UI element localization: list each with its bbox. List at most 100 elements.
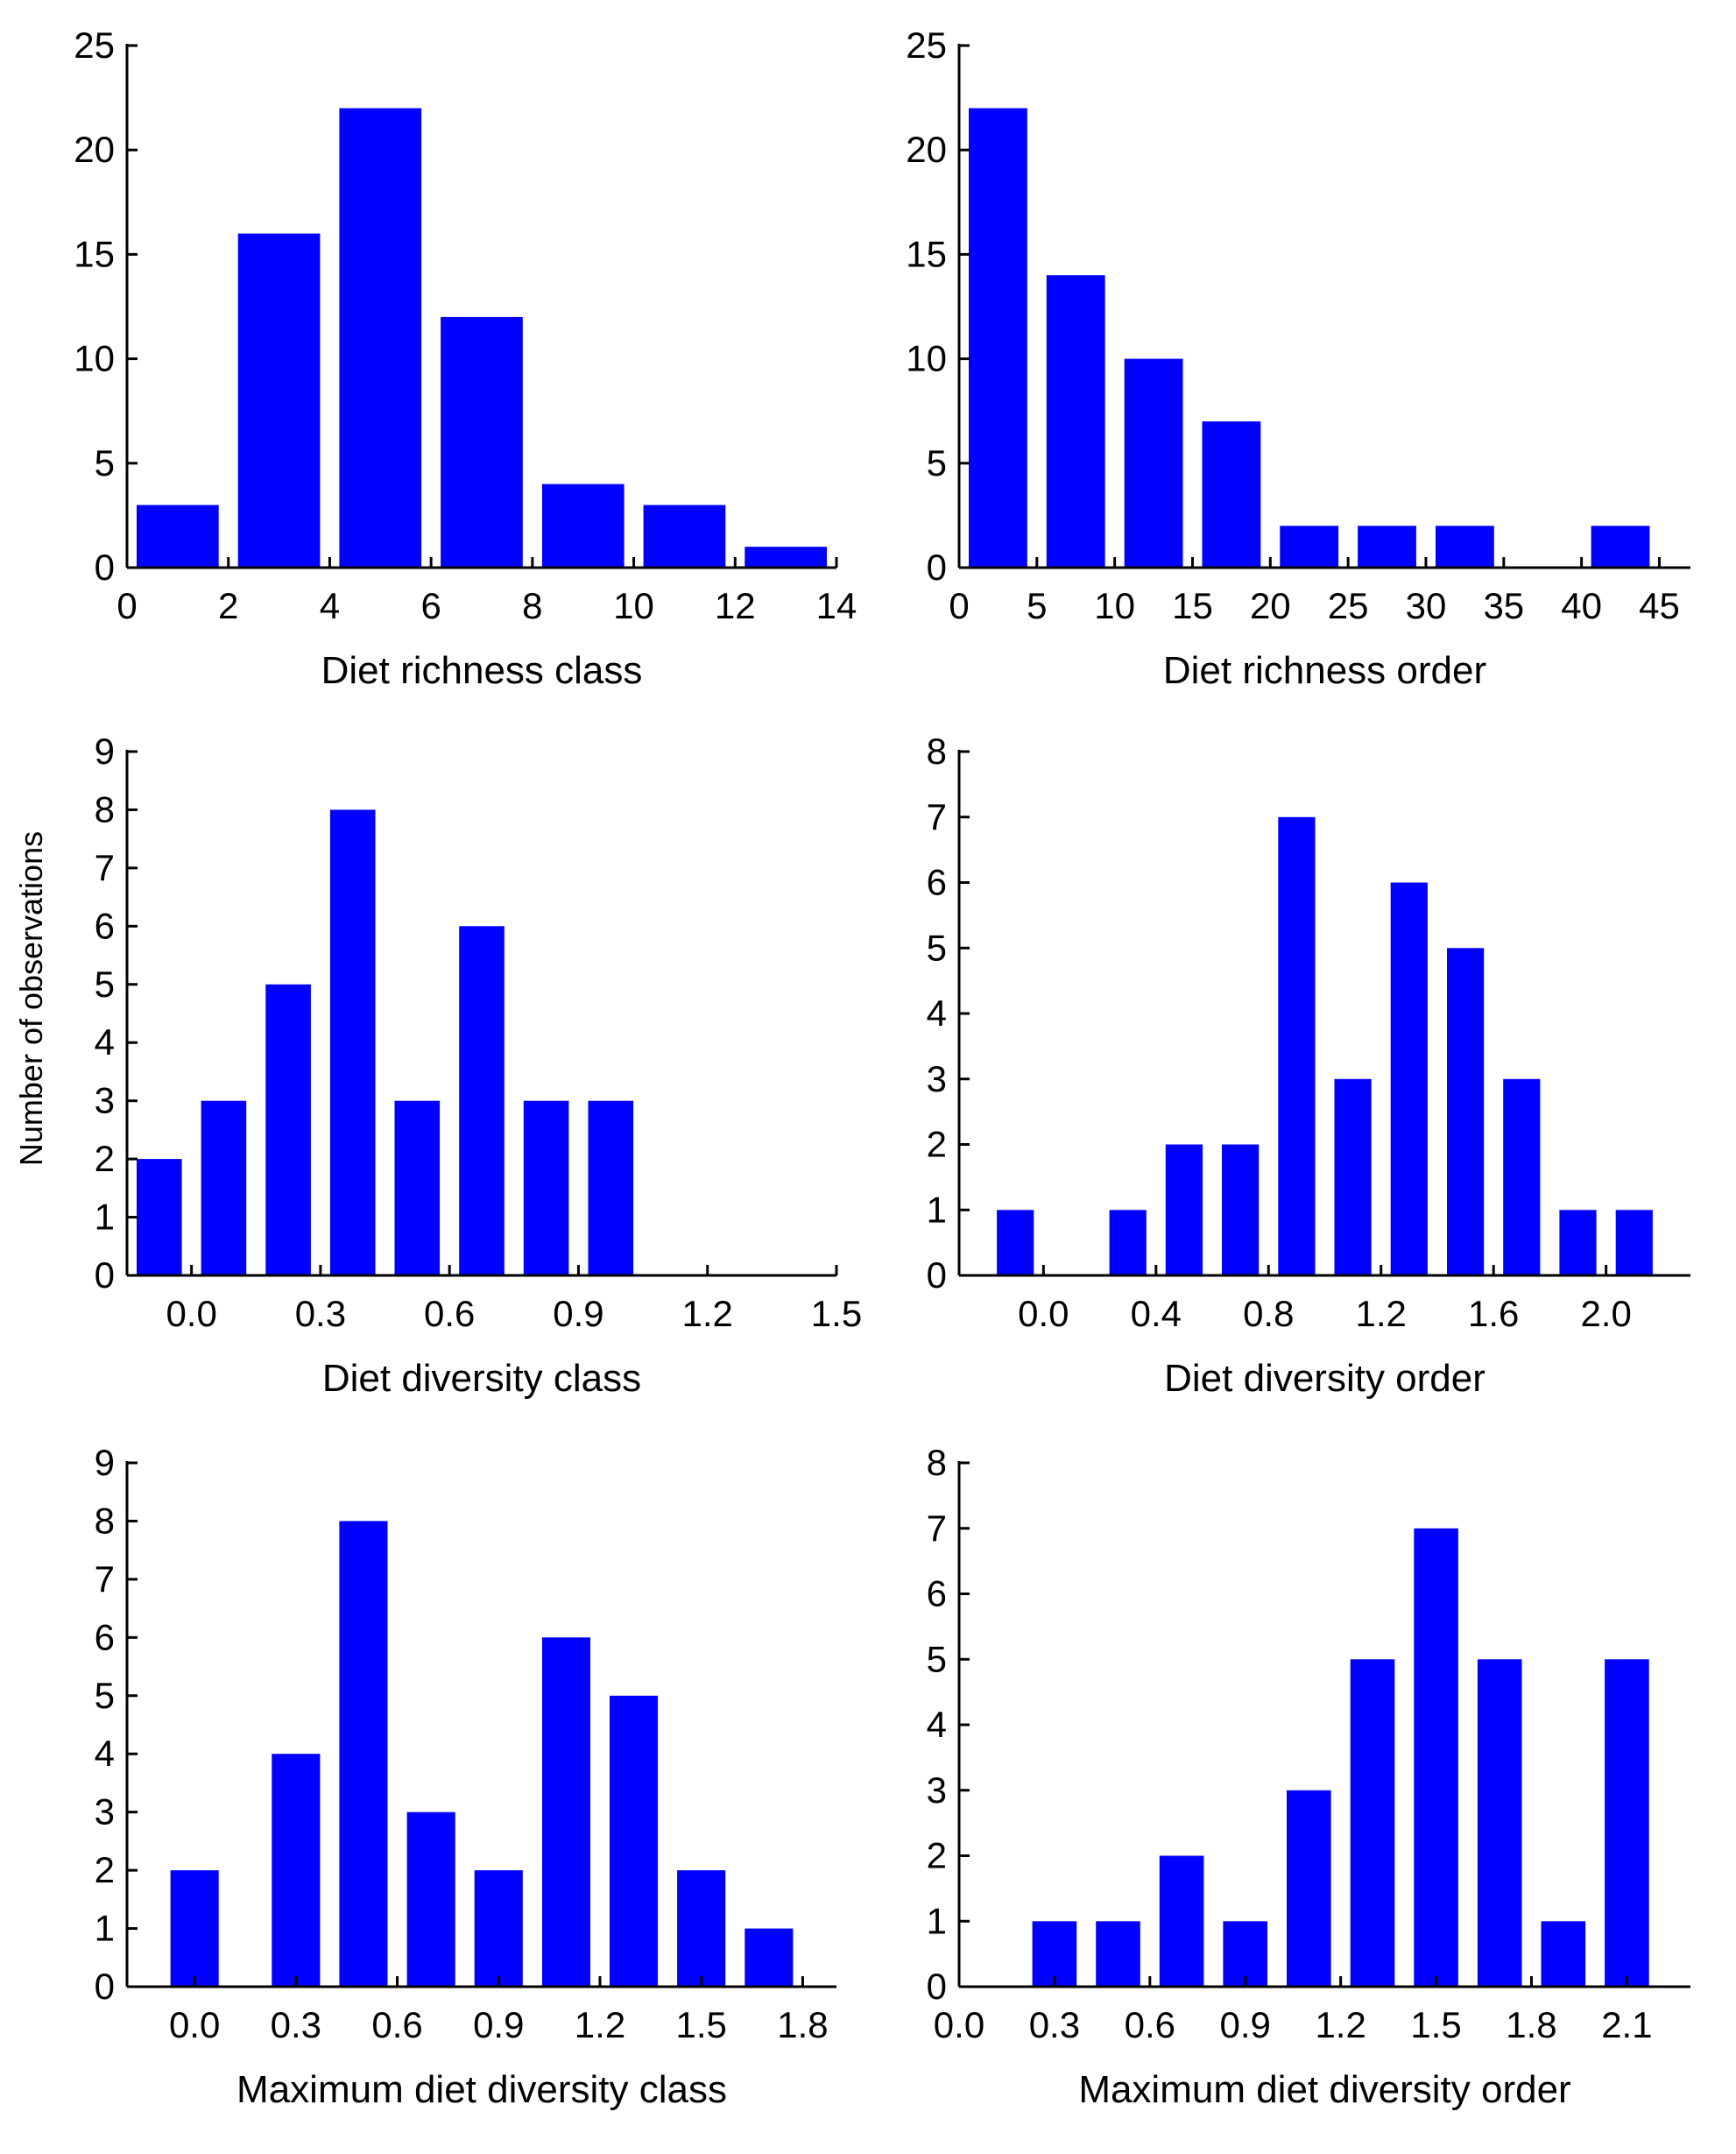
y-tick-label: 5	[927, 1638, 947, 1679]
y-tick-label: 6	[95, 1616, 115, 1657]
chart-panel-6: 0 1 2 3 4 5 6 7 8 0.0 0.3 0.6 0.9 1.2 1.5 1.8 2.1 Maximum…	[927, 1442, 1690, 2111]
x-tick-label: 0.9	[473, 2004, 524, 2045]
x-tick-label: 0.0	[169, 2004, 220, 2045]
x-tick-label: 0.6	[1125, 2004, 1175, 2045]
x-tick-label: 20	[1250, 585, 1291, 626]
y-tick-label: 0	[95, 547, 115, 588]
x-tick-label: 1.8	[777, 2004, 828, 2045]
bar	[677, 1870, 726, 1987]
bar	[170, 1870, 219, 1987]
bar	[1032, 1921, 1077, 1988]
y-tick-label: 0	[927, 547, 947, 588]
chart-panel-2: 0 5 10 15 20 25 0 5 10 15 20 25 30 35 40 45 Diet richnes…	[906, 25, 1690, 692]
bar	[137, 505, 219, 568]
y-tick-label: 15	[906, 233, 947, 274]
x-tick-label: 0.9	[1220, 2004, 1271, 2045]
y-tick-label: 0	[927, 1966, 947, 2007]
bar	[1591, 526, 1650, 568]
bar	[406, 1811, 455, 1987]
bar	[394, 1100, 441, 1275]
y-tick-label: 20	[906, 129, 947, 170]
y-tick-label: 5	[95, 442, 115, 484]
x-tick-label: 1.2	[575, 2004, 625, 2045]
x-tick-label: 8	[522, 585, 542, 626]
bar	[1278, 816, 1316, 1276]
y-tick-label: 7	[95, 1558, 115, 1600]
x-tick-label: 0	[949, 585, 969, 626]
x-tick-label: 1.2	[682, 1293, 733, 1334]
x-tick-label: 0.3	[1029, 2004, 1080, 2045]
y-tick-label: 1	[927, 1189, 947, 1230]
bar	[1477, 1659, 1522, 1988]
shared-y-axis-label: Number of observations	[13, 831, 49, 1166]
y-tick-label: 2	[927, 1835, 947, 1876]
bar	[1223, 1921, 1267, 1988]
y-tick-label: 10	[74, 338, 115, 379]
bar	[265, 984, 311, 1275]
bar	[1334, 1078, 1372, 1276]
bar	[745, 1928, 794, 1987]
bar	[272, 1754, 321, 1987]
x-axis-label: Diet diversity class	[322, 1357, 641, 1400]
chart-panel-4: 0 1 2 3 4 5 6 7 8 0.0 0.4 0.8 1.2 1.6 2.0 Diet diversit…	[927, 731, 1690, 1400]
bar	[1046, 275, 1105, 568]
y-tick-label: 5	[927, 442, 947, 484]
bar	[237, 233, 321, 568]
y-tick-label: 1	[95, 1197, 115, 1238]
bar	[1358, 526, 1416, 568]
x-tick-label: 0.3	[295, 1293, 346, 1334]
bar	[1222, 1144, 1260, 1275]
bar	[1287, 1790, 1331, 1988]
bar	[1280, 526, 1339, 568]
x-tick-label: 45	[1639, 585, 1680, 626]
chart-panel-5: 0 1 2 3 4 5 6 7 8 9 0.0 0.3 0.6 0.9 1.2 1.5 1.8 Maximum d…	[95, 1442, 836, 2111]
bar	[1436, 526, 1494, 568]
x-tick-label: 10	[1094, 585, 1135, 626]
y-tick-label: 8	[927, 1442, 947, 1483]
y-tick-label: 4	[927, 992, 947, 1034]
y-tick-label: 0	[927, 1254, 947, 1296]
y-tick-label: 7	[927, 796, 947, 837]
bar	[610, 1695, 659, 1987]
x-tick-label: 4	[320, 585, 340, 626]
y-tick-label: 4	[927, 1704, 947, 1745]
bar	[1124, 358, 1183, 568]
x-tick-label: 6	[420, 585, 441, 626]
x-tick-label: 0.9	[553, 1293, 603, 1334]
x-tick-label: 0.6	[371, 2004, 422, 2045]
bar	[541, 484, 625, 568]
bar	[643, 505, 726, 568]
y-tick-label: 6	[927, 1573, 947, 1614]
x-tick-label: 12	[715, 585, 756, 626]
y-tick-label: 20	[74, 129, 115, 170]
bar	[1159, 1855, 1204, 1987]
x-axis-label: Maximum diet diversity order	[1078, 2068, 1570, 2111]
y-tick-label: 1	[95, 1908, 115, 1949]
y-tick-label: 3	[927, 1769, 947, 1811]
y-tick-label: 4	[95, 1021, 115, 1063]
y-tick-label: 7	[95, 847, 115, 888]
bar	[1503, 1078, 1541, 1276]
x-tick-label: 5	[1027, 585, 1047, 626]
x-axis-label: Diet richness class	[321, 649, 643, 692]
chart-panel-1: 0 5 10 15 20 25 0 2 4 6 8 10 12 14 Diet richness class	[74, 25, 857, 692]
y-tick-label: 8	[927, 731, 947, 772]
bar	[137, 1159, 182, 1275]
bar	[1109, 1210, 1147, 1276]
y-tick-label: 3	[927, 1058, 947, 1099]
bar	[329, 809, 376, 1275]
y-tick-label: 5	[95, 964, 115, 1005]
bar	[1559, 1210, 1597, 1276]
x-tick-label: 25	[1328, 585, 1369, 626]
x-tick-label: 1.2	[1356, 1293, 1407, 1334]
x-tick-label: 0.6	[424, 1293, 475, 1334]
y-tick-label: 25	[74, 25, 115, 66]
x-tick-label: 40	[1561, 585, 1602, 626]
bar	[1165, 1144, 1203, 1275]
x-tick-label: 2.1	[1601, 2004, 1652, 2045]
x-tick-label: 0	[116, 585, 137, 626]
y-tick-label: 5	[95, 1675, 115, 1716]
y-tick-label: 15	[74, 233, 115, 274]
bar	[201, 1100, 247, 1275]
